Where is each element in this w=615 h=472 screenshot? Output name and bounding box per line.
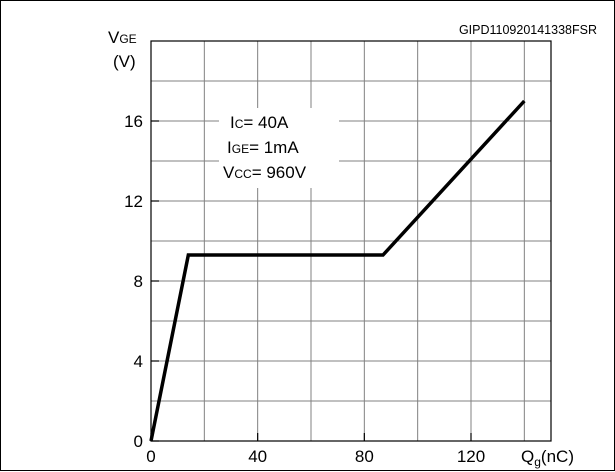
conditions-box: IC= 40A IGE= 1mA VCC= 960V [219,108,339,188]
x-tick-label: 0 [146,447,155,466]
condition-ige: IGE= 1mA [227,138,299,157]
y-tick-label: 0 [134,432,143,451]
y-tick-label: 4 [134,352,143,371]
x-tick-label: 80 [355,447,374,466]
y-tick-label: 8 [134,272,143,291]
series-line-vge [149,99,526,442]
condition-ic: IC= 40A [230,113,289,132]
condition-vcc: VCC= 960V [223,163,307,182]
y-tick-label: 12 [124,192,143,211]
figure-id: GIPD110920141338FSR [459,23,597,37]
y-axis-label: VGE [108,28,137,47]
x-axis-label: Qg(nC) [521,447,574,469]
y-axis-unit: (V) [113,52,136,71]
grid [151,41,551,441]
x-tick-label: 40 [248,447,267,466]
tick-labels: 0 40 80 120 0 4 8 12 16 [124,112,485,466]
plot-area-border [150,40,552,442]
series-layer [149,99,526,442]
y-tick-label: 16 [124,112,143,131]
x-tick-label: 120 [457,447,485,466]
